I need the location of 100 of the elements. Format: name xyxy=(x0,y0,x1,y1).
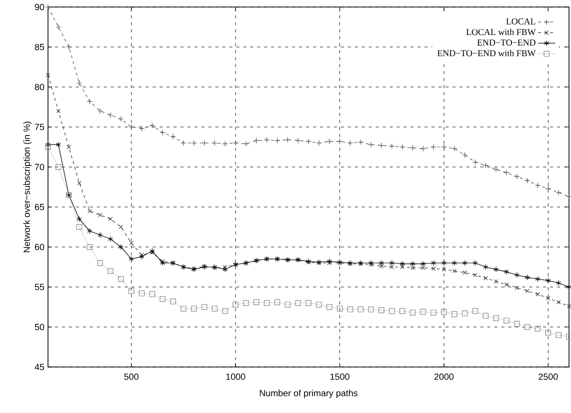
point xyxy=(420,260,426,267)
point xyxy=(88,208,92,214)
point xyxy=(536,292,540,296)
point xyxy=(451,146,458,152)
point xyxy=(128,124,134,130)
point xyxy=(504,268,510,275)
point xyxy=(87,228,92,234)
point xyxy=(524,178,530,184)
point xyxy=(431,260,436,266)
point xyxy=(368,142,374,148)
point xyxy=(452,268,457,274)
point xyxy=(254,138,260,144)
point xyxy=(378,142,384,148)
point xyxy=(358,139,364,146)
point xyxy=(295,300,301,306)
point xyxy=(212,306,218,312)
point xyxy=(232,302,238,308)
point xyxy=(546,296,550,300)
point xyxy=(534,326,541,332)
point xyxy=(232,140,238,146)
point xyxy=(180,140,186,146)
point xyxy=(306,300,312,306)
point xyxy=(138,290,145,296)
point xyxy=(378,307,384,314)
point xyxy=(108,236,114,242)
point xyxy=(128,288,134,294)
y-tick-label: 45 xyxy=(34,364,44,370)
point xyxy=(160,296,166,302)
point xyxy=(86,244,93,250)
point xyxy=(484,276,488,280)
point xyxy=(347,140,354,146)
point xyxy=(76,216,82,222)
point xyxy=(222,140,228,147)
point xyxy=(462,270,467,275)
y-tick-label: 85 xyxy=(34,44,44,50)
point xyxy=(431,266,436,271)
point xyxy=(494,279,498,284)
point xyxy=(45,144,51,150)
x-tick-label: 2500 xyxy=(538,374,558,380)
point xyxy=(368,306,374,312)
point xyxy=(97,260,103,266)
point xyxy=(160,130,166,136)
point xyxy=(222,266,228,272)
point xyxy=(410,266,415,270)
point xyxy=(430,310,436,316)
point xyxy=(420,146,426,152)
point xyxy=(388,308,395,314)
legend-label: END−TO−END with FBW xyxy=(437,50,536,56)
point xyxy=(399,308,406,314)
point xyxy=(452,260,457,266)
point xyxy=(566,194,571,200)
point xyxy=(86,98,93,104)
point xyxy=(108,216,113,222)
point xyxy=(306,138,312,144)
point xyxy=(223,264,228,270)
point xyxy=(545,186,552,192)
point xyxy=(451,311,458,318)
point xyxy=(524,274,530,280)
point xyxy=(566,304,571,308)
point xyxy=(264,136,270,143)
point xyxy=(472,308,478,314)
x-tick-label: 2000 xyxy=(434,374,454,380)
point xyxy=(514,286,520,290)
point xyxy=(524,324,530,330)
point xyxy=(545,330,552,336)
point xyxy=(482,312,489,319)
point xyxy=(410,144,416,151)
point xyxy=(284,302,291,308)
point xyxy=(243,300,249,306)
point xyxy=(108,112,114,118)
point xyxy=(316,302,322,308)
x-tick-label: 500 xyxy=(124,374,138,380)
point xyxy=(170,134,176,140)
point xyxy=(201,304,208,310)
point xyxy=(390,264,394,270)
point xyxy=(534,182,541,188)
point xyxy=(118,276,124,282)
point xyxy=(243,140,249,147)
point xyxy=(482,162,489,168)
point xyxy=(326,138,332,144)
point xyxy=(514,272,520,278)
point xyxy=(420,266,426,270)
point xyxy=(442,267,446,272)
point xyxy=(472,260,478,266)
point xyxy=(76,224,82,230)
point xyxy=(118,244,124,250)
point xyxy=(316,140,322,146)
point xyxy=(514,174,520,180)
point xyxy=(108,268,114,274)
point xyxy=(212,140,218,146)
point xyxy=(504,282,509,287)
point xyxy=(97,108,103,114)
point xyxy=(274,299,280,306)
y-tick-label: 60 xyxy=(34,244,44,250)
x-tick-label: 1000 xyxy=(226,374,246,380)
point xyxy=(254,299,260,306)
point xyxy=(483,264,488,270)
point xyxy=(462,310,468,316)
point xyxy=(201,140,208,146)
point xyxy=(389,260,394,266)
